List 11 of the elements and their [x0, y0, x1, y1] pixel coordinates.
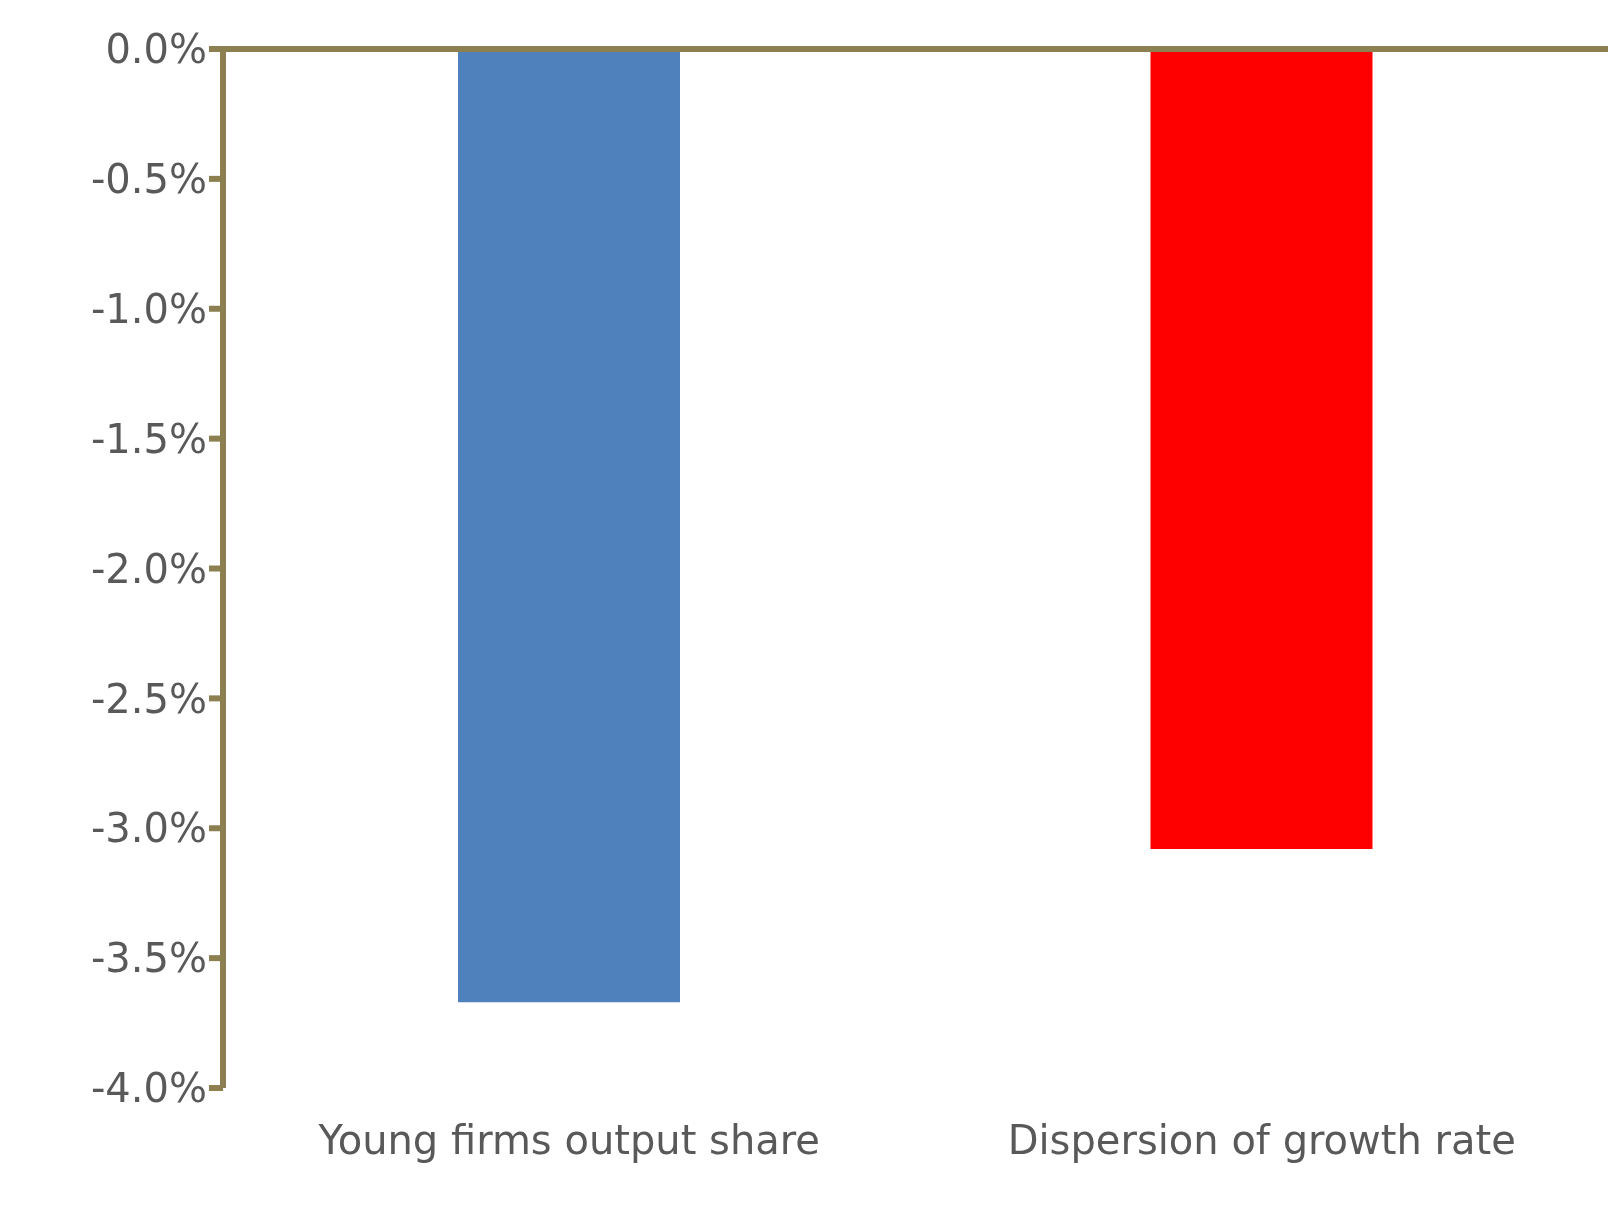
y-tick-label: -2.0%: [90, 545, 207, 592]
y-tick-label: -1.5%: [90, 415, 207, 462]
y-tick-label: -4.0%: [90, 1065, 207, 1112]
y-tick-label: -3.0%: [90, 805, 207, 852]
y-tick-label: -1.0%: [90, 285, 207, 332]
y-tick-label: -3.5%: [90, 935, 207, 982]
y-tick-label: -0.5%: [90, 156, 207, 203]
x-tick-label: Young firms output share: [317, 1117, 820, 1164]
x-tick-label: Dispersion of growth rate: [1007, 1117, 1516, 1164]
y-tick-label: 0.0%: [105, 26, 207, 73]
y-tick-label: -2.5%: [90, 675, 207, 722]
